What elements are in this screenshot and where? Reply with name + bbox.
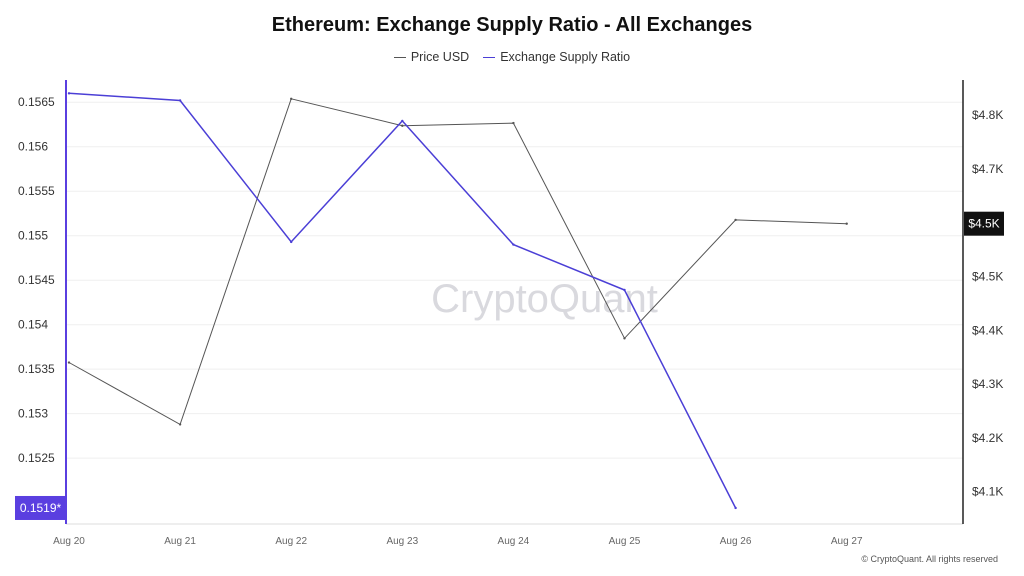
price-usd-point[interactable] [623,337,626,340]
legend-label-price: Price USD [410,50,470,64]
left-tick-label: 0.153 [18,407,48,421]
legend-item-ratio[interactable]: Exchange Supply Ratio [483,50,630,64]
exchange-supply-ratio-point[interactable] [623,288,626,292]
exchange-supply-ratio-point[interactable] [290,240,293,244]
current-ratio-label: 0.1519* [20,501,62,515]
price-usd-point[interactable] [401,124,404,127]
right-tick-label: $4.4K [972,323,1003,337]
right-tick-label: $4.5K [972,269,1003,283]
right-tick-label: $4.1K [972,485,1003,499]
watermark-text: CryptoQuant [431,277,658,321]
price-usd-point[interactable] [512,121,515,125]
legend-swatch-price [393,56,406,58]
left-tick-label: 0.1555 [18,184,55,198]
legend-label-ratio: Exchange Supply Ratio [500,50,631,64]
left-tick-label: 0.1545 [18,273,55,287]
left-tick-label: 0.154 [18,318,48,332]
exchange-supply-ratio-point[interactable] [512,243,515,246]
price-usd-point[interactable] [178,423,182,426]
current-price-label: $4.5K [968,217,999,231]
right-tick-label: $4.2K [972,431,1003,445]
exchange-supply-ratio-point[interactable] [67,92,71,95]
legend: Price USD Exchange Supply Ratio [0,50,1024,64]
left-tick-label: 0.1565 [18,95,55,109]
x-tick-label: Aug 27 [831,536,863,547]
legend-item-price[interactable]: Price USD [393,50,470,64]
left-tick-label: 0.156 [18,140,48,154]
x-tick-label: Aug 25 [609,536,641,547]
left-tick-label: 0.155 [18,229,48,243]
x-tick-label: Aug 20 [53,536,85,547]
left-tick-label: 0.1535 [18,362,55,376]
exchange-supply-ratio-point[interactable] [401,119,404,123]
current-price-badge [964,211,1004,236]
x-tick-label: Aug 24 [498,536,530,547]
right-tick-label: $4.7K [972,162,1003,176]
copyright-text: © CryptoQuant. All rights reserved [861,554,998,564]
x-tick-label: Aug 21 [164,536,196,547]
right-tick-label: $4.3K [972,377,1003,391]
price-usd-point[interactable] [290,97,293,101]
x-tick-label: Aug 26 [720,536,752,547]
price-usd-point[interactable] [845,222,848,225]
legend-swatch-ratio [483,56,496,58]
price-usd-point[interactable] [734,218,737,222]
left-tick-label: 0.1525 [18,451,55,465]
exchange-supply-ratio-point[interactable] [178,99,182,102]
x-tick-label: Aug 23 [386,536,418,547]
price-usd-point[interactable] [67,361,71,364]
current-ratio-badge [15,495,66,520]
x-tick-label: Aug 22 [275,536,307,547]
price-usd-line[interactable] [68,98,847,426]
right-tick-label: $4.8K [972,108,1003,122]
chart-title: Ethereum: Exchange Supply Ratio - All Ex… [271,14,753,36]
exchange-supply-ratio-point[interactable] [734,506,737,510]
